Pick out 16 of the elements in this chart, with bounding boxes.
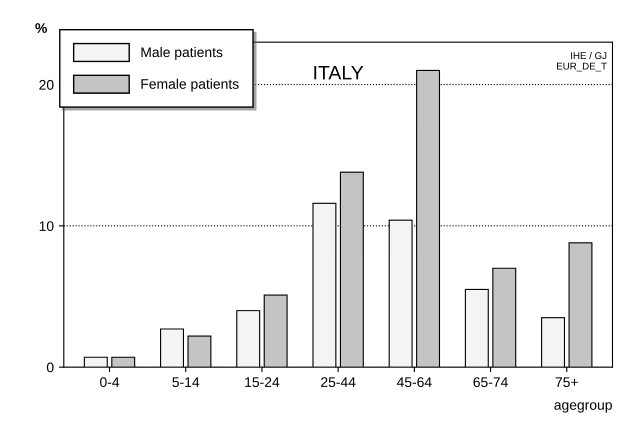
y-tick-label: 10 xyxy=(40,221,54,232)
annotation: IHE / GJ EUR_DE_T xyxy=(557,52,607,72)
x-axis-title: agegroup xyxy=(554,402,612,413)
legend-label: Female patients xyxy=(141,78,239,92)
text: ITALY xyxy=(314,66,364,80)
x-tick-label: 75+ xyxy=(556,377,578,388)
x-tick-label: 0-4 xyxy=(100,377,120,388)
legend-label: Male patients xyxy=(141,46,222,60)
x-tick-label: 15-24 xyxy=(245,377,280,388)
y-axis-title: % xyxy=(35,23,47,33)
y-tick-label: 0 xyxy=(46,362,54,372)
x-tick-label: 45-64 xyxy=(396,377,432,388)
x-tick-label: 65-74 xyxy=(473,377,508,388)
x-tick-label: 25-44 xyxy=(321,377,356,388)
y-tick-label: 20 xyxy=(39,80,54,90)
x-tick-label: 5-14 xyxy=(172,377,200,388)
